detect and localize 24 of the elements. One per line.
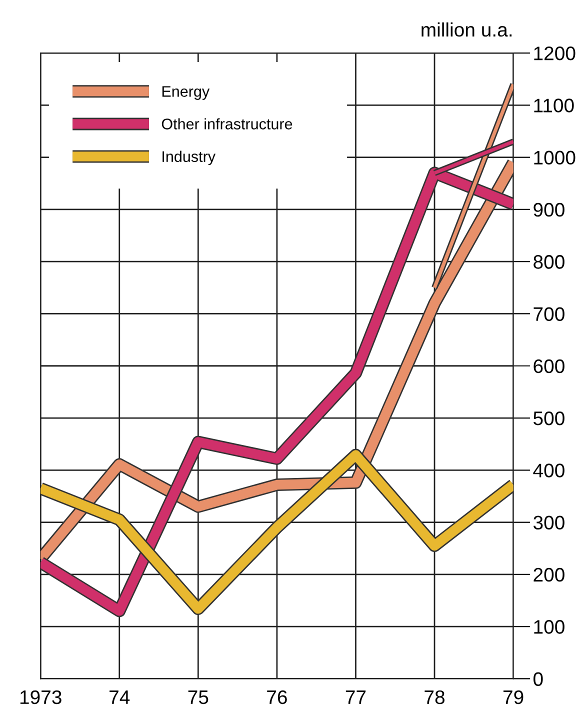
x-tick-label: 77 — [346, 690, 366, 704]
y-tick-label: 400 — [533, 464, 564, 478]
y-tick-label: 500 — [534, 411, 564, 426]
y-tick-label: 0 — [534, 672, 543, 686]
x-tick-label: 79 — [503, 690, 524, 704]
x-tick-label: 75 — [188, 690, 208, 704]
y-tick-label: 600 — [534, 359, 564, 374]
legend-label: Energy — [162, 86, 210, 100]
y-tick-label: 700 — [534, 307, 564, 321]
x-tick-label: 74 — [110, 690, 130, 704]
y-tick-label: 1100 — [534, 98, 574, 112]
y-tick-label: 200 — [534, 568, 564, 582]
x-tick-label: 76 — [267, 690, 287, 704]
legend-label: Other infrastructure — [162, 118, 292, 130]
y-tick-label: 300 — [533, 516, 564, 530]
y-tick-label: 100 — [534, 620, 564, 634]
x-tick-label: 1973 — [20, 690, 62, 704]
legend-label: Industry — [162, 150, 216, 166]
y-tick-label: 1200 — [534, 46, 576, 60]
y-tick-label: 1000 — [534, 150, 576, 165]
y-tick-label: 900 — [534, 202, 564, 217]
x-tick-label: 78 — [424, 690, 444, 704]
y-axis-title: million u.a. — [422, 22, 512, 37]
y-tick-label: 800 — [534, 255, 564, 269]
